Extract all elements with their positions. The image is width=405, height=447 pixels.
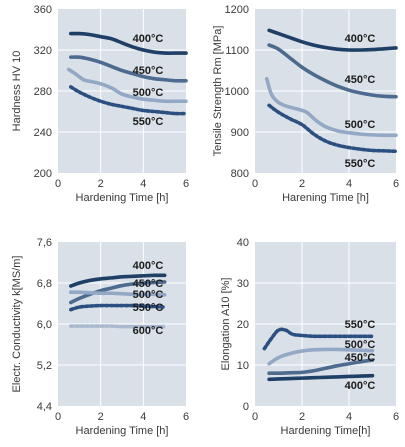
series-label-600-c: 600°C — [133, 325, 164, 337]
x-axis-label: Harening Time [h] — [282, 192, 369, 204]
x-tick-label: 6 — [393, 178, 399, 190]
chart-panel-4: 0 2 4 6 0 10 20 30 40 Hardening Time[h] Elongation… — [220, 237, 399, 437]
x-tick-label: 2 — [98, 411, 104, 423]
series-label-500-c: 500°C — [133, 87, 164, 99]
series-label-500-c: 500°C — [133, 289, 164, 301]
series-line-400-c — [69, 31, 188, 55]
x-tick-label: 6 — [393, 411, 399, 423]
y-tick-label: 1000 — [225, 86, 249, 98]
series-label-450-c: 450°C — [133, 65, 164, 77]
y-tick-label: 360 — [34, 4, 52, 16]
series-line-450-c — [69, 280, 167, 305]
y-tick-label: 900 — [231, 127, 249, 139]
x-tick-label: 2 — [299, 411, 305, 423]
series-label-450-c: 450°C — [345, 352, 376, 364]
y-tick-label: 1100 — [225, 45, 249, 57]
series-line-500-c — [69, 290, 167, 297]
series-line-550-c — [69, 303, 167, 312]
y-axis-label: Hardness HV 10 — [11, 51, 23, 132]
series-label-550-c: 550°C — [133, 116, 164, 128]
y-tick-label: 0 — [243, 401, 249, 413]
series-label-450-c: 450°C — [133, 278, 164, 290]
x-tick-label: 2 — [98, 178, 104, 190]
series-label-550-c: 550°C — [345, 319, 376, 331]
y-tick-label: 240 — [34, 127, 52, 139]
series-label-550-c: 550°C — [345, 158, 376, 170]
chart-panel-2: 0 2 4 6 800 900 1000 1100 1200 Harening Time [h] T… — [212, 4, 399, 204]
chart-panel-3: 0 2 4 6 4,4 5,2 6,0 6,8 7,6 Hardening Time [h] Ele… — [11, 237, 189, 437]
series-label-500-c: 500°C — [345, 119, 376, 131]
y-tick-label: 800 — [231, 168, 249, 180]
y-tick-label: 200 — [34, 168, 52, 180]
y-axis-label: Elongation A10 [%] — [220, 278, 232, 371]
series-label-400-c: 400°C — [345, 33, 376, 45]
x-tick-label: 4 — [346, 411, 352, 423]
series-label-400-c: 400°C — [133, 260, 164, 272]
y-tick-label: 320 — [34, 45, 52, 57]
x-tick-label: 4 — [346, 178, 352, 190]
x-tick-label: 4 — [140, 411, 146, 423]
y-tick-label: 6,8 — [37, 278, 52, 290]
series-line-400-c — [69, 273, 167, 288]
y-tick-label: 5,2 — [37, 360, 52, 372]
y-tick-label: 6,0 — [37, 319, 52, 331]
series-line-550-c — [69, 85, 188, 116]
series-label-450-c: 450°C — [345, 74, 376, 86]
series-line-450-c — [267, 43, 398, 99]
y-tick-label: 10 — [237, 360, 249, 372]
x-axis-label: Hardening Time [h] — [76, 425, 169, 437]
y-tick-label: 40 — [237, 237, 249, 249]
series-line-450-c — [267, 358, 375, 376]
y-tick-label: 30 — [237, 278, 249, 290]
series-line-500-c — [66, 67, 188, 104]
y-tick-label: 20 — [237, 319, 249, 331]
series-line-600-c — [69, 324, 167, 329]
x-axis-label: Hardening Time[h] — [281, 425, 371, 437]
series-line-400-c — [267, 28, 398, 52]
x-tick-label: 0 — [252, 178, 258, 190]
series-line-550-c — [267, 103, 398, 154]
series-label-500-c: 500°C — [345, 339, 376, 351]
y-axis-label: Tensile Strength Rm [MPa] — [212, 26, 224, 157]
series-line-550-c — [262, 327, 375, 351]
x-tick-label: 0 — [55, 178, 61, 190]
series-label-400-c: 400°C — [345, 380, 376, 392]
x-tick-label: 6 — [183, 178, 189, 190]
chart-panel-1: 0 2 4 6 200 240 280 320 360 Hardening Time [h] Har… — [11, 4, 189, 204]
series-label-400-c: 400°C — [133, 33, 164, 45]
x-axis-label: Hardening Time [h] — [76, 192, 169, 204]
series-line-400-c — [267, 373, 375, 382]
y-tick-label: 280 — [34, 86, 52, 98]
x-tick-label: 0 — [55, 411, 61, 423]
series-line-500-c — [264, 76, 398, 138]
x-tick-label: 6 — [183, 411, 189, 423]
y-tick-label: 1200 — [225, 4, 249, 16]
x-tick-label: 0 — [252, 411, 258, 423]
x-tick-label: 4 — [140, 178, 146, 190]
x-tick-label: 2 — [299, 178, 305, 190]
y-tick-label: 7,6 — [37, 237, 52, 249]
y-tick-label: 4,4 — [37, 401, 52, 413]
series-line-500-c — [267, 347, 375, 366]
y-axis-label: Electr. Conductivity k[MS/m] — [11, 256, 23, 393]
series-line-450-c — [69, 55, 188, 83]
series-label-550-c: 550°C — [133, 302, 164, 314]
